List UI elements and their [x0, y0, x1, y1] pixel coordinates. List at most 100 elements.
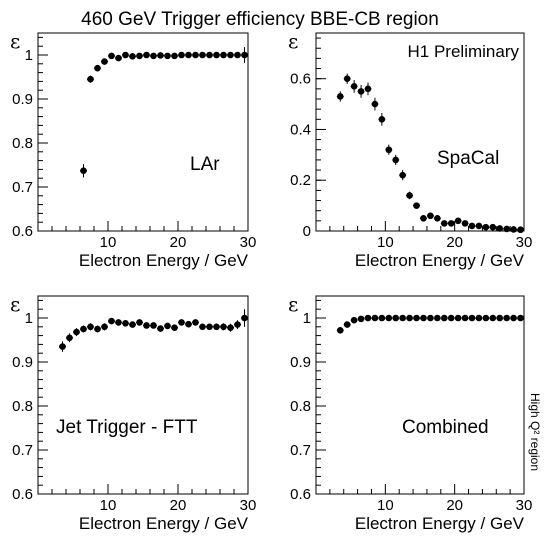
- side-label: High Q² region: [528, 393, 542, 471]
- x-axis-label: Electron Energy / GeV: [355, 251, 525, 270]
- data-point: [220, 51, 227, 59]
- data-point: [129, 321, 136, 328]
- y-tick-label: 0.2: [290, 172, 311, 189]
- x-tick-label: 20: [446, 234, 463, 251]
- data-point: [350, 316, 358, 324]
- data-point: [378, 314, 386, 322]
- data-point: [399, 314, 406, 322]
- panel-label: SpaCal: [437, 148, 499, 169]
- data-point: [517, 226, 524, 234]
- data-point: [115, 319, 122, 326]
- y-tick-label: 0.6: [12, 486, 33, 503]
- data-series: [80, 47, 248, 178]
- data-point: [489, 223, 497, 231]
- data-point: [503, 314, 510, 322]
- data-point: [220, 323, 227, 331]
- x-axis: 10 20 30: [51, 484, 257, 514]
- data-point: [108, 52, 115, 60]
- data-point: [101, 323, 108, 331]
- data-point: [378, 116, 386, 123]
- data-point: [234, 321, 241, 328]
- x-tick-label: 10: [377, 497, 394, 514]
- data-point: [80, 167, 87, 175]
- y-axis: 0.6 0.7 0.8 0.9 1: [290, 299, 326, 503]
- data-point: [94, 325, 101, 333]
- x-tick-label: 20: [446, 497, 463, 514]
- y-tick-label: 0.8: [12, 135, 33, 152]
- data-point: [192, 51, 199, 59]
- plot-frame: [37, 32, 249, 232]
- plot-frame: [315, 295, 525, 495]
- data-point: [447, 220, 455, 227]
- data-point: [241, 51, 248, 59]
- data-point: [199, 51, 206, 59]
- x-axis-label: Electron Energy / GeV: [79, 251, 249, 270]
- data-point: [336, 327, 344, 334]
- y-tick-label: 0.4: [290, 121, 311, 138]
- data-point: [136, 319, 143, 326]
- y-axis: 0.6 0.7 0.8 0.9 1: [12, 299, 48, 503]
- data-point: [122, 51, 129, 59]
- data-point: [164, 52, 171, 60]
- data-point: [447, 314, 455, 322]
- data-point: [178, 319, 185, 326]
- x-tick-label: 30: [516, 497, 533, 514]
- data-point: [241, 314, 248, 322]
- data-point: [413, 314, 420, 322]
- y-tick-label: 0.7: [12, 179, 33, 196]
- data-point: [234, 51, 241, 59]
- data-point: [66, 334, 73, 342]
- y-axis-label: ε: [10, 292, 20, 316]
- data-point: [336, 93, 344, 100]
- data-point: [150, 322, 157, 329]
- data-point: [392, 156, 400, 164]
- data-point: [503, 225, 510, 233]
- data-point: [392, 314, 400, 322]
- data-point: [440, 314, 448, 322]
- data-point: [461, 314, 469, 322]
- data-point: [399, 171, 406, 179]
- data-point: [213, 51, 220, 59]
- y-tick-label: 1: [303, 310, 311, 327]
- data-point: [413, 202, 420, 209]
- y-tick-label: 0: [303, 223, 311, 240]
- panel-label: Jet Trigger - FTT: [56, 417, 198, 438]
- x-tick-label: 10: [100, 234, 117, 251]
- y-tick-label: 0.6: [290, 71, 311, 88]
- y-tick-label: 0.7: [290, 442, 311, 459]
- data-point: [199, 323, 206, 331]
- data-point: [227, 51, 234, 59]
- y-axis-label: ε: [10, 29, 20, 53]
- y-axis: 0 0.2 0.4 0.6: [290, 37, 326, 240]
- data-point: [406, 192, 413, 199]
- data-point: [101, 58, 108, 65]
- data-point: [427, 212, 434, 220]
- data-point: [496, 314, 504, 322]
- panel-label: LAr: [190, 154, 220, 175]
- plot-frame: [315, 32, 525, 232]
- x-tick-label: 30: [240, 497, 257, 514]
- data-point: [87, 75, 94, 83]
- data-point: [80, 325, 87, 333]
- y-tick-label: 1: [25, 47, 33, 64]
- data-point: [129, 53, 136, 60]
- panel-label: Combined: [402, 417, 489, 438]
- data-point: [178, 51, 185, 59]
- data-point: [461, 220, 469, 227]
- data-point: [385, 146, 393, 154]
- data-point: [185, 320, 192, 328]
- data-point: [482, 223, 490, 231]
- data-point: [385, 314, 393, 322]
- data-point: [517, 314, 524, 322]
- x-tick-label: 30: [516, 234, 533, 251]
- x-tick-label: 10: [100, 497, 117, 514]
- data-point: [371, 314, 379, 322]
- data-point: [357, 315, 365, 323]
- data-point: [357, 88, 365, 95]
- y-tick-label: 0.9: [12, 354, 33, 371]
- x-axis-label: Electron Energy / GeV: [79, 514, 249, 533]
- data-point: [171, 324, 178, 331]
- data-point: [510, 226, 517, 233]
